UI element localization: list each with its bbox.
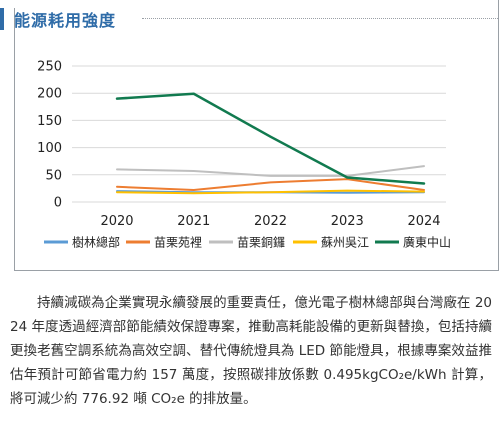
body-paragraph: 持續減碳為企業實現永續發展的重要責任，億光電子樹林總部與台灣廠在 2024 年度… [10, 295, 492, 407]
x-axis-ticks: 2020 2021 2022 2023 2024 [100, 214, 440, 229]
x-tick-label: 2021 [177, 214, 210, 229]
chart-legend: 樹林總部 苗栗苑裡 苗栗銅鑼 蘇州吳江 廣東中山 [44, 235, 451, 250]
x-tick-label: 2023 [331, 214, 364, 229]
legend-label: 苗栗苑裡 [154, 235, 202, 250]
x-tick-label: 2022 [254, 214, 287, 229]
series-line-2 [116, 165, 425, 177]
legend-label: 廣東中山 [403, 235, 451, 250]
y-tick-label: 0 [54, 196, 62, 211]
legend-label: 蘇州吳江 [321, 236, 369, 250]
y-tick-label: 150 [37, 114, 62, 129]
title-accent-bar [0, 8, 4, 30]
energy-intensity-line-chart: 0 50 100 150 200 250 2020 2021 2022 2023 2024 樹林總… [37, 60, 451, 250]
y-tick-label: 200 [37, 87, 62, 102]
data-series [115, 92, 426, 195]
frame-top-rule [142, 18, 498, 20]
y-tick-label: 50 [45, 168, 62, 183]
section-title: 能源耗用強度 [14, 11, 117, 30]
legend-label: 樹林總部 [72, 235, 120, 250]
x-tick-label: 2024 [407, 214, 440, 229]
frame-left-rule [14, 8, 15, 270]
y-axis-ticks: 0 50 100 150 200 250 [37, 60, 62, 211]
y-tick-label: 250 [37, 60, 62, 75]
x-tick-label: 2020 [100, 214, 133, 229]
y-tick-label: 100 [37, 141, 62, 156]
series-line-3 [116, 189, 425, 195]
series-line-1 [116, 178, 425, 192]
legend-label: 苗栗銅鑼 [237, 235, 285, 250]
series-line-4 [115, 92, 426, 185]
